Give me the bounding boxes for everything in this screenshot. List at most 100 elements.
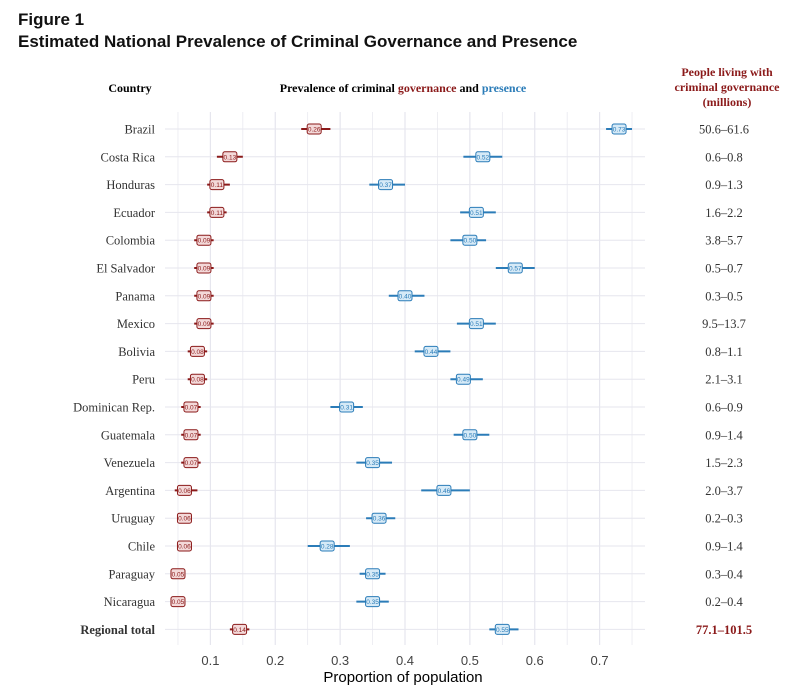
chart-row: Argentina 0.06 0.46 2.0–3.7 [105, 484, 743, 498]
presence-value-label: 0.49 [457, 377, 470, 384]
governance-point [189, 345, 205, 357]
x-tick-label: 0.5 [461, 653, 479, 668]
governance-value-label: 0.14 [233, 627, 246, 634]
presence-value-label: 0.35 [366, 571, 379, 578]
chart-header-prefix: Prevalence of criminal [280, 81, 398, 95]
grid-layer [165, 112, 645, 645]
presence-value-label: 0.50 [464, 432, 477, 439]
presence-point [611, 123, 627, 135]
people-value: 0.3–0.5 [705, 289, 743, 303]
presence-point [365, 457, 381, 469]
chart-row: Uruguay 0.06 0.36 0.2–0.3 [111, 512, 743, 526]
chart-row: Colombia 0.09 0.50 3.8–5.7 [106, 234, 743, 248]
governance-value-label: 0.13 [224, 154, 237, 161]
country-label: Colombia [106, 234, 156, 248]
governance-point [306, 123, 322, 135]
governance-value-label: 0.09 [198, 293, 211, 300]
presence-point [378, 179, 394, 191]
presence-value-label: 0.31 [340, 405, 353, 412]
people-value: 0.6–0.8 [705, 150, 743, 164]
governance-value-label: 0.09 [198, 266, 211, 273]
governance-value-label: 0.26 [308, 127, 321, 134]
governance-value-label: 0.11 [211, 182, 224, 189]
chart-row: Costa Rica 0.13 0.52 0.6–0.8 [100, 150, 742, 164]
country-label: Chile [128, 540, 156, 554]
presence-value-label: 0.51 [470, 321, 483, 328]
chart-row: Mexico 0.09 0.51 9.5–13.7 [117, 317, 746, 331]
presence-value-label: 0.50 [464, 238, 477, 245]
presence-value-label: 0.37 [379, 182, 392, 189]
presence-value-label: 0.40 [399, 293, 412, 300]
governance-point [232, 623, 248, 635]
chart-header-governance: governance [398, 81, 457, 95]
country-label: Nicaragua [104, 595, 156, 609]
presence-point [365, 568, 381, 580]
people-value: 77.1–101.5 [696, 623, 752, 637]
presence-value-label: 0.36 [373, 516, 386, 523]
rows-layer: Brazil 0.26 0.73 50.6–61.6 Costa Rica 0.13 0.5… [73, 123, 752, 637]
figure-title: Estimated National Prevalence of Crimina… [18, 32, 578, 51]
country-label: Paraguay [108, 567, 155, 581]
presence-value-label: 0.44 [425, 349, 438, 356]
governance-point [196, 290, 212, 302]
chart-row: Regional total 0.14 0.55 77.1–101.5 [80, 623, 752, 637]
people-value: 0.9–1.3 [705, 178, 743, 192]
people-value: 2.0–3.7 [705, 484, 743, 498]
country-label: Honduras [106, 178, 155, 192]
governance-point [170, 596, 186, 608]
country-label: Regional total [80, 623, 155, 637]
governance-value-label: 0.11 [211, 210, 224, 217]
governance-point [209, 206, 225, 218]
figure-label: Figure 1 [18, 10, 85, 29]
governance-point [209, 179, 225, 191]
governance-value-label: 0.08 [191, 349, 204, 356]
presence-point [339, 401, 355, 413]
chart-header: Prevalence of criminal governance and pr… [280, 81, 527, 95]
country-label: Dominican Rep. [73, 401, 155, 415]
country-header: Country [108, 81, 151, 95]
people-value: 2.1–3.1 [705, 373, 743, 387]
presence-value-label: 0.46 [438, 488, 451, 495]
chart-row: Dominican Rep. 0.07 0.31 0.6–0.9 [73, 401, 743, 415]
presence-point [397, 290, 413, 302]
presence-value-label: 0.73 [613, 127, 626, 134]
header-layer: Country Prevalence of criminal governanc… [108, 65, 780, 109]
presence-point [468, 206, 484, 218]
chart-row: Nicaragua 0.05 0.35 0.2–0.4 [104, 595, 744, 609]
country-label: Guatemala [101, 428, 156, 442]
governance-point [183, 429, 199, 441]
presence-value-label: 0.51 [470, 210, 483, 217]
governance-point [170, 568, 186, 580]
governance-value-label: 0.05 [172, 571, 185, 578]
people-value: 50.6–61.6 [699, 123, 749, 137]
country-label: Brazil [124, 123, 155, 137]
governance-point [196, 262, 212, 274]
people-header-line-1: People living with [681, 65, 773, 79]
governance-point [176, 540, 192, 552]
governance-point [222, 151, 238, 163]
presence-point [365, 596, 381, 608]
presence-point [494, 623, 510, 635]
presence-value-label: 0.28 [321, 544, 334, 551]
presence-point [462, 234, 478, 246]
presence-point [475, 151, 491, 163]
chart-row: El Salvador 0.09 0.57 0.5–0.7 [96, 262, 742, 276]
country-label: Costa Rica [100, 150, 155, 164]
governance-point [183, 401, 199, 413]
chart-header-presence: presence [482, 81, 527, 95]
x-tick-label: 0.7 [591, 653, 609, 668]
presence-point [462, 429, 478, 441]
governance-value-label: 0.07 [185, 405, 198, 412]
x-axis: Proportion of population 0.1 0.2 0.3 0.4 0.5… [201, 653, 608, 686]
x-tick-label: 0.6 [526, 653, 544, 668]
governance-point [176, 512, 192, 524]
presence-point [423, 345, 439, 357]
country-label: Uruguay [111, 512, 155, 526]
chart-row: Peru 0.08 0.49 2.1–3.1 [132, 373, 743, 387]
chart-row: Guatemala 0.07 0.50 0.9–1.4 [101, 428, 744, 442]
presence-value-label: 0.35 [366, 599, 379, 606]
governance-value-label: 0.06 [178, 544, 191, 551]
country-label: Argentina [105, 484, 155, 498]
people-header-line-2: criminal governance [675, 80, 781, 94]
people-value: 0.9–1.4 [705, 428, 743, 442]
